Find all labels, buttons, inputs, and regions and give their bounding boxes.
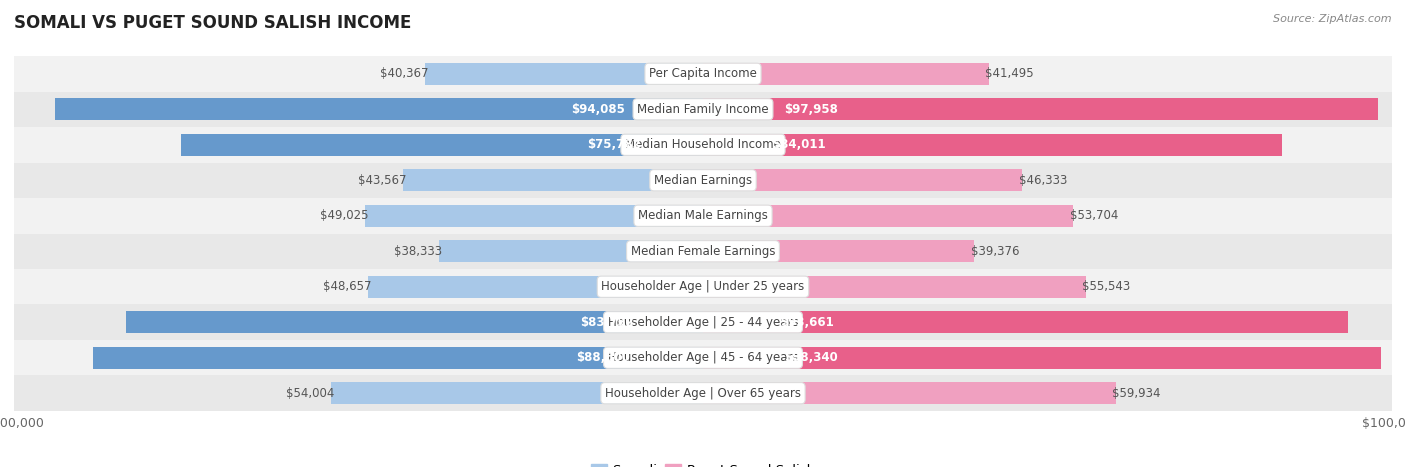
Text: Per Capita Income: Per Capita Income bbox=[650, 67, 756, 80]
Text: Median Family Income: Median Family Income bbox=[637, 103, 769, 116]
Text: $48,657: $48,657 bbox=[323, 280, 371, 293]
Bar bbox=[368, 276, 703, 298]
Text: Median Earnings: Median Earnings bbox=[654, 174, 752, 187]
Text: Householder Age | 45 - 64 years: Householder Age | 45 - 64 years bbox=[607, 351, 799, 364]
Bar bbox=[703, 63, 988, 85]
Bar bbox=[14, 127, 1392, 163]
Text: $98,340: $98,340 bbox=[785, 351, 838, 364]
Bar bbox=[127, 311, 703, 333]
Text: SOMALI VS PUGET SOUND SALISH INCOME: SOMALI VS PUGET SOUND SALISH INCOME bbox=[14, 14, 412, 32]
Bar bbox=[14, 340, 1392, 375]
Bar bbox=[404, 169, 703, 191]
Text: $59,934: $59,934 bbox=[1112, 387, 1161, 400]
Text: $40,367: $40,367 bbox=[380, 67, 429, 80]
Text: $84,011: $84,011 bbox=[772, 138, 827, 151]
Text: $53,704: $53,704 bbox=[1070, 209, 1118, 222]
Legend: Somali, Puget Sound Salish: Somali, Puget Sound Salish bbox=[586, 459, 820, 467]
Bar bbox=[181, 134, 703, 156]
Bar bbox=[439, 240, 703, 262]
Text: $43,567: $43,567 bbox=[357, 174, 406, 187]
Bar bbox=[703, 276, 1085, 298]
Bar bbox=[703, 98, 1378, 120]
Bar bbox=[93, 347, 703, 369]
Text: $88,600: $88,600 bbox=[576, 351, 630, 364]
Text: $41,495: $41,495 bbox=[986, 67, 1033, 80]
Text: $93,661: $93,661 bbox=[780, 316, 834, 329]
Text: $83,752: $83,752 bbox=[581, 316, 634, 329]
Text: $54,004: $54,004 bbox=[285, 387, 335, 400]
Text: $46,333: $46,333 bbox=[1019, 174, 1067, 187]
Text: Source: ZipAtlas.com: Source: ZipAtlas.com bbox=[1274, 14, 1392, 24]
Bar bbox=[14, 375, 1392, 411]
Bar bbox=[14, 56, 1392, 92]
Bar bbox=[425, 63, 703, 85]
Bar bbox=[703, 134, 1282, 156]
Text: $75,782: $75,782 bbox=[586, 138, 640, 151]
Bar bbox=[703, 382, 1116, 404]
Text: Householder Age | Over 65 years: Householder Age | Over 65 years bbox=[605, 387, 801, 400]
Text: Median Female Earnings: Median Female Earnings bbox=[631, 245, 775, 258]
Text: Median Household Income: Median Household Income bbox=[626, 138, 780, 151]
Text: $97,958: $97,958 bbox=[785, 103, 838, 116]
Text: Median Male Earnings: Median Male Earnings bbox=[638, 209, 768, 222]
Text: $94,085: $94,085 bbox=[571, 103, 626, 116]
Text: Householder Age | Under 25 years: Householder Age | Under 25 years bbox=[602, 280, 804, 293]
Bar bbox=[703, 205, 1073, 227]
Text: $55,543: $55,543 bbox=[1083, 280, 1130, 293]
Bar bbox=[14, 198, 1392, 234]
Bar bbox=[14, 92, 1392, 127]
Bar bbox=[330, 382, 703, 404]
Text: $39,376: $39,376 bbox=[970, 245, 1019, 258]
Bar bbox=[703, 240, 974, 262]
Bar bbox=[55, 98, 703, 120]
Text: $38,333: $38,333 bbox=[394, 245, 443, 258]
Text: $49,025: $49,025 bbox=[321, 209, 368, 222]
Text: Householder Age | 25 - 44 years: Householder Age | 25 - 44 years bbox=[607, 316, 799, 329]
Bar bbox=[14, 234, 1392, 269]
Bar bbox=[14, 163, 1392, 198]
Bar bbox=[703, 169, 1022, 191]
Bar bbox=[366, 205, 703, 227]
Bar bbox=[14, 269, 1392, 304]
Bar bbox=[703, 311, 1348, 333]
Bar bbox=[14, 304, 1392, 340]
Bar bbox=[703, 347, 1381, 369]
